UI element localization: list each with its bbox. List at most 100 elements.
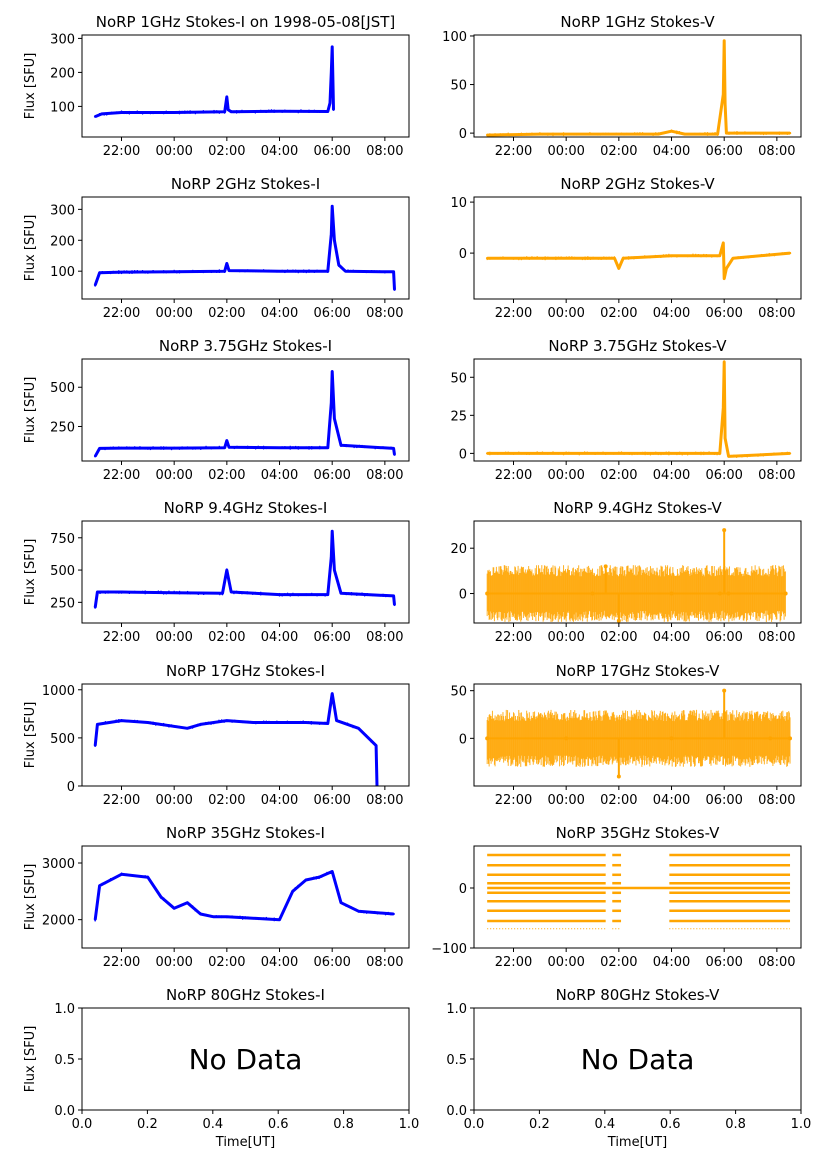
chart-title: NoRP 3.75GHz Stokes-I (159, 337, 332, 355)
y-tick-label: 500 (50, 732, 75, 747)
x-tick-label: 04:00 (261, 468, 298, 483)
y-tick-label: 200 (50, 234, 75, 249)
plot-area (487, 853, 791, 930)
chart-title: NoRP 1GHz Stokes-V (560, 13, 715, 31)
x-axis-label: Time[UT] (607, 1135, 667, 1150)
plot-area (93, 529, 396, 609)
panel-2ghz-v: NoRP 2GHz Stokes-V 22:00 00:00 02:00 04:00 06… (450, 175, 802, 321)
y-axis-label: Flux [SFU] (23, 702, 38, 769)
y-tick-label: 0 (459, 732, 467, 747)
x-tick-label: 02:00 (600, 630, 637, 645)
x-tick-label: 06:00 (313, 793, 350, 808)
y-tick-label: 0 (67, 780, 75, 795)
panel-17ghz-v: NoRP 17GHz Stokes-V 22:00 00:00 02:00 04:00 0… (450, 662, 802, 808)
series-line (487, 360, 791, 458)
y-tick-label: 1.0 (54, 1002, 75, 1017)
y-tick-label: 500 (50, 381, 75, 396)
axes-frame (473, 520, 802, 624)
y-tick-label: 100 (442, 30, 467, 45)
y-tick-label: 750 (50, 532, 75, 547)
x-tick-label: 00:00 (155, 630, 192, 645)
x-tick-label: 08:00 (366, 793, 403, 808)
series-line (94, 45, 335, 118)
x-tick-label: 08:00 (758, 144, 795, 159)
data-point (332, 108, 335, 112)
x-tick-label: 06:00 (313, 144, 350, 159)
x-tick-label: 0.8 (725, 1117, 746, 1132)
x-tick-label: 08:00 (366, 630, 403, 645)
x-tick-label: 02:00 (208, 955, 245, 970)
x-tick-label: 0.8 (333, 1117, 354, 1132)
x-tick-label: 0.4 (202, 1117, 223, 1132)
x-tick-label: 06:00 (705, 955, 742, 970)
x-tick-label: 0.6 (268, 1117, 289, 1132)
x-tick-label: 06:00 (313, 306, 350, 321)
x-tick-label: 00:00 (547, 306, 584, 321)
x-tick-label: 06:00 (705, 144, 742, 159)
axes-frame (473, 196, 802, 300)
data-point (392, 912, 395, 916)
series-line (93, 529, 396, 608)
x-tick-label: 22:00 (495, 468, 532, 483)
x-tick-label: 00:00 (155, 793, 192, 808)
chart-title: NoRP 9.4GHz Stokes-V (553, 499, 722, 517)
y-tick-label: 0 (459, 882, 467, 897)
panel-2ghz-i: NoRP 2GHz Stokes-I 22:00 00:00 02:00 04:00 06… (23, 175, 410, 321)
x-tick-label: 1.0 (399, 1117, 420, 1132)
data-point (788, 452, 792, 455)
chart-title: NoRP 2GHz Stokes-I (171, 175, 320, 193)
no-data-label: No Data (581, 1043, 695, 1076)
x-tick-label: 04:00 (261, 793, 298, 808)
x-tick-label: 04:00 (653, 630, 690, 645)
x-tick-label: 02:00 (208, 144, 245, 159)
plot-area (485, 688, 793, 779)
x-tick-label: 1.0 (791, 1117, 812, 1132)
series-line (93, 204, 396, 290)
plot-area (93, 45, 335, 118)
data-point (393, 603, 396, 607)
x-tick-label: 04:00 (653, 955, 690, 970)
x-tick-label: 22:00 (103, 630, 140, 645)
chart-title: NoRP 80GHz Stokes-V (556, 986, 721, 1004)
x-tick-label: 04:00 (261, 144, 298, 159)
x-tick-label: 22:00 (495, 955, 532, 970)
x-tick-label: 00:00 (155, 144, 192, 159)
x-tick-label: 00:00 (155, 955, 192, 970)
y-tick-label: 20 (450, 542, 467, 557)
x-tick-label: 06:00 (705, 793, 742, 808)
x-tick-label: 00:00 (155, 468, 192, 483)
plot-area (485, 360, 792, 458)
y-tick-label: 0 (459, 447, 467, 462)
axes-frame (81, 683, 410, 787)
x-tick-label: 22:00 (103, 468, 140, 483)
axes-frame (473, 845, 802, 949)
y-tick-label: 0 (459, 588, 467, 603)
axes-frame (81, 520, 410, 624)
panel-3-75ghz-i: NoRP 3.75GHz Stokes-I 22:00 00:00 02:00 04:0… (23, 337, 410, 483)
chart-title: NoRP 17GHz Stokes-I (166, 662, 325, 680)
x-tick-label: 08:00 (366, 468, 403, 483)
y-tick-label: 200 (50, 66, 75, 81)
y-tick-label: −100 (431, 942, 467, 957)
y-tick-label: 0.5 (446, 1053, 467, 1068)
plot-area (93, 692, 379, 786)
x-tick-label: 00:00 (547, 793, 584, 808)
plot-area (93, 204, 396, 291)
x-tick-label: 02:00 (600, 306, 637, 321)
series-line (93, 370, 396, 458)
y-tick-label: 0 (459, 127, 467, 142)
y-tick-label: 50 (450, 79, 467, 94)
y-axis-label: Flux [SFU] (23, 215, 38, 282)
chart-title: NoRP 80GHz Stokes-I (166, 986, 325, 1004)
x-tick-label: 00:00 (547, 955, 584, 970)
y-tick-label: 50 (450, 371, 467, 386)
x-tick-label: 08:00 (758, 468, 795, 483)
x-tick-label: 0.0 (464, 1117, 485, 1132)
x-tick-label: 0.0 (72, 1117, 93, 1132)
chart-title: NoRP 1GHz Stokes-I on 1998-05-08[JST] (96, 13, 396, 31)
x-tick-label: 0.4 (594, 1117, 615, 1132)
y-tick-label: 1000 (42, 684, 75, 699)
x-tick-label: 22:00 (103, 793, 140, 808)
y-tick-label: 250 (50, 420, 75, 435)
